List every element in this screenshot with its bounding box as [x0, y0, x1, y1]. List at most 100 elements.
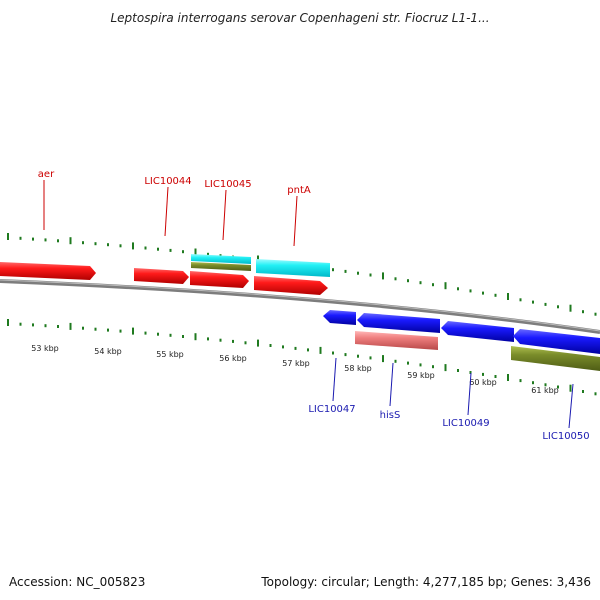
minor-tick	[219, 338, 222, 342]
forward-label-group: aer LIC10044 LIC10045 pntA	[38, 169, 311, 247]
cyan-feature-bar[interactable]	[256, 259, 330, 277]
gene-label-lic10047[interactable]: LIC10047	[308, 404, 355, 415]
reverse-label-group: LIC10047 hisS LIC10049 LIC10050	[308, 357, 590, 442]
gene-label-hiss[interactable]: hisS	[380, 410, 401, 421]
cyan-feature-bar[interactable]	[191, 254, 251, 264]
gene-arrow-lic10049[interactable]	[441, 321, 514, 342]
kbp-label: 61 kbp	[531, 386, 559, 395]
minor-tick	[144, 246, 147, 250]
minor-tick	[469, 371, 472, 374]
minor-tick	[244, 341, 247, 345]
minor-tick	[407, 361, 409, 365]
minor-tick	[19, 236, 22, 240]
major-tick	[194, 248, 197, 256]
major-tick	[132, 327, 134, 335]
minor-tick	[369, 356, 372, 360]
gene-label-aer[interactable]: aer	[38, 169, 55, 180]
minor-tick	[357, 354, 359, 358]
gene-label-lic10050[interactable]: LIC10050	[542, 431, 589, 442]
major-tick	[132, 242, 134, 250]
gene-arrow-lic10044[interactable]	[134, 268, 189, 284]
minor-tick	[32, 237, 34, 241]
minor-tick	[407, 279, 409, 283]
minor-tick	[494, 293, 497, 297]
minor-tick	[119, 244, 122, 248]
minor-tick	[182, 335, 184, 338]
minor-tick	[107, 243, 109, 247]
kbp-label: 55 kbp	[156, 350, 184, 359]
minor-tick	[332, 351, 334, 355]
minor-tick	[294, 346, 297, 350]
genome-backbone	[0, 279, 600, 334]
minor-tick	[157, 332, 159, 336]
minor-tick	[394, 277, 397, 281]
olive-feature-bar[interactable]	[191, 262, 251, 271]
minor-tick	[344, 353, 347, 357]
minor-tick	[344, 269, 347, 273]
minor-tick	[157, 247, 159, 251]
upper-tick-row	[7, 233, 597, 316]
leader-line	[332, 357, 337, 402]
kbp-label: 60 kbp	[469, 378, 497, 387]
minor-tick	[332, 268, 334, 272]
gene-label-lic10044[interactable]: LIC10044	[144, 176, 191, 187]
pink-feature-bar[interactable]	[355, 331, 438, 350]
olive-feature-bar[interactable]	[511, 346, 600, 371]
leader-line	[164, 186, 169, 237]
minor-tick	[457, 287, 459, 291]
gene-arrow-lic10050[interactable]	[513, 329, 600, 354]
leader-line	[467, 372, 472, 416]
gene-arrow-lic10047[interactable]	[323, 310, 356, 325]
gene-arrow-aer[interactable]	[0, 262, 96, 280]
minor-tick	[494, 375, 497, 378]
minor-tick	[19, 322, 22, 326]
minor-tick	[207, 252, 209, 256]
kbp-label: 58 kbp	[344, 364, 372, 373]
minor-tick	[532, 381, 534, 385]
reverse-gene-track	[323, 310, 600, 371]
minor-tick	[482, 291, 484, 295]
feature-bar-track	[191, 254, 330, 277]
leader-line	[389, 362, 394, 407]
major-tick	[69, 322, 72, 330]
minor-tick	[544, 383, 547, 387]
topology-text: Topology: circular; Length: 4,277,185 bp…	[260, 575, 591, 589]
major-tick	[7, 233, 9, 240]
kbp-label: 54 kbp	[94, 347, 122, 356]
minor-tick	[457, 369, 459, 372]
minor-tick	[32, 323, 34, 327]
major-tick	[69, 237, 72, 245]
gene-arrow-hiss[interactable]	[357, 313, 440, 333]
gene-label-lic10045[interactable]: LIC10045	[204, 179, 251, 190]
minor-tick	[57, 325, 59, 328]
minor-tick	[282, 345, 284, 349]
kbp-label: 59 kbp	[407, 371, 435, 380]
gene-label-pnta[interactable]: pntA	[287, 185, 311, 196]
minor-tick	[82, 326, 84, 330]
major-tick	[444, 364, 447, 372]
major-tick	[7, 319, 9, 326]
gene-arrow-lic10045[interactable]	[190, 271, 249, 288]
minor-tick	[582, 390, 584, 393]
minor-tick	[557, 385, 559, 389]
minor-tick	[44, 238, 47, 242]
major-tick	[257, 339, 259, 347]
minor-tick	[307, 348, 309, 352]
major-tick	[257, 255, 259, 263]
minor-tick	[594, 312, 597, 316]
minor-tick	[94, 242, 97, 246]
gene-arrow-pnta[interactable]	[254, 276, 328, 295]
minor-tick	[357, 271, 359, 275]
minor-tick	[82, 241, 84, 245]
minor-tick	[419, 281, 422, 285]
minor-tick	[269, 344, 272, 347]
minor-tick	[144, 331, 147, 335]
gene-label-lic10049[interactable]: LIC10049	[442, 418, 489, 429]
minor-tick	[482, 372, 484, 376]
accession-text: Accession: NC_005823	[9, 575, 145, 589]
major-tick	[444, 282, 447, 290]
minor-tick	[469, 289, 472, 293]
minor-tick	[107, 328, 109, 332]
major-tick	[507, 374, 509, 381]
minor-tick	[419, 363, 422, 367]
